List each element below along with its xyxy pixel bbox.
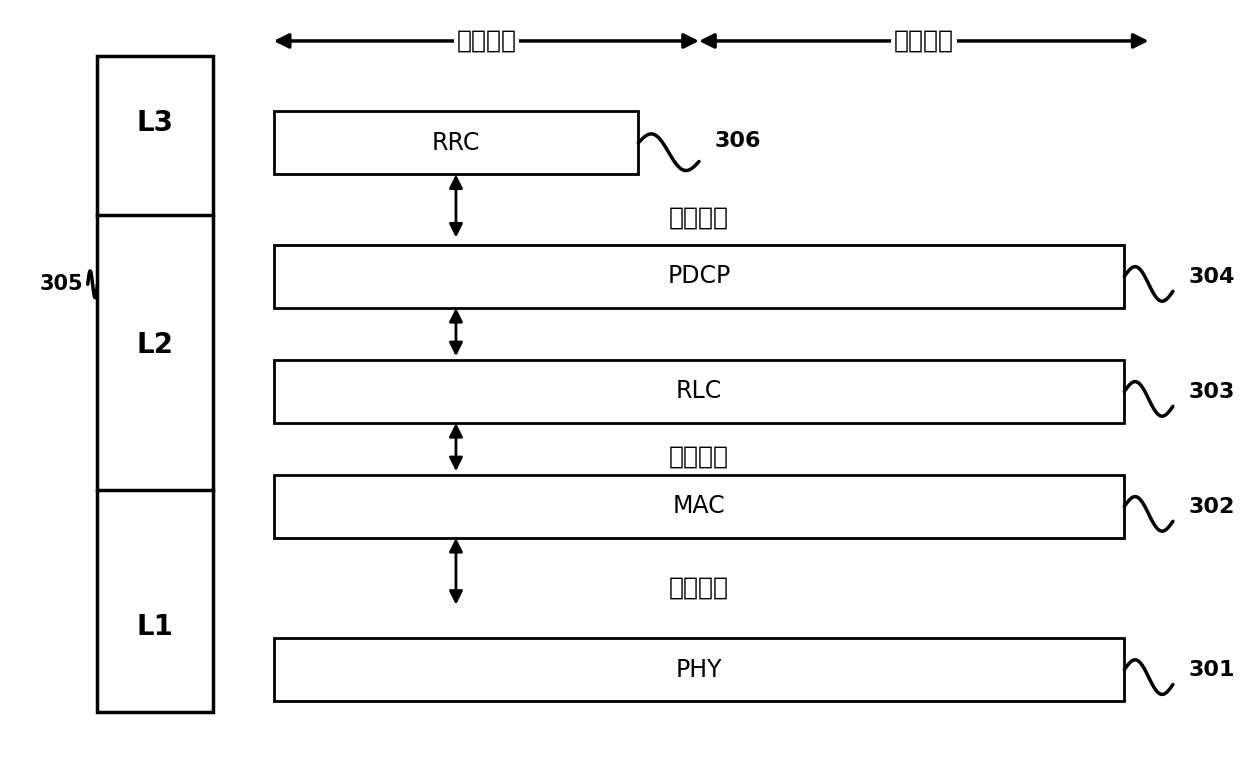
- Text: L1: L1: [136, 613, 174, 641]
- Bar: [274, 638, 1125, 701]
- Text: 用户平面: 用户平面: [894, 28, 954, 52]
- Text: L2: L2: [136, 331, 174, 359]
- Text: 306: 306: [714, 131, 761, 151]
- Text: MAC: MAC: [672, 494, 725, 519]
- Text: 控制平面: 控制平面: [456, 28, 516, 52]
- Text: PHY: PHY: [676, 658, 722, 682]
- Bar: [274, 245, 1125, 308]
- Text: PDCP: PDCP: [667, 264, 730, 288]
- Text: 301: 301: [1189, 660, 1235, 680]
- Text: 305: 305: [40, 274, 83, 294]
- Text: 303: 303: [1189, 382, 1235, 402]
- Text: 304: 304: [1189, 267, 1235, 287]
- Bar: [98, 56, 213, 712]
- Text: 302: 302: [1189, 497, 1235, 517]
- Bar: [274, 111, 639, 175]
- Text: 逻辑信道: 逻辑信道: [670, 444, 729, 469]
- Text: RLC: RLC: [676, 379, 722, 403]
- Bar: [274, 360, 1125, 423]
- Bar: [274, 475, 1125, 538]
- Text: RRC: RRC: [432, 131, 480, 155]
- Text: 无线承载: 无线承载: [670, 205, 729, 229]
- Text: L3: L3: [136, 108, 174, 136]
- Text: 传输信道: 传输信道: [670, 576, 729, 600]
